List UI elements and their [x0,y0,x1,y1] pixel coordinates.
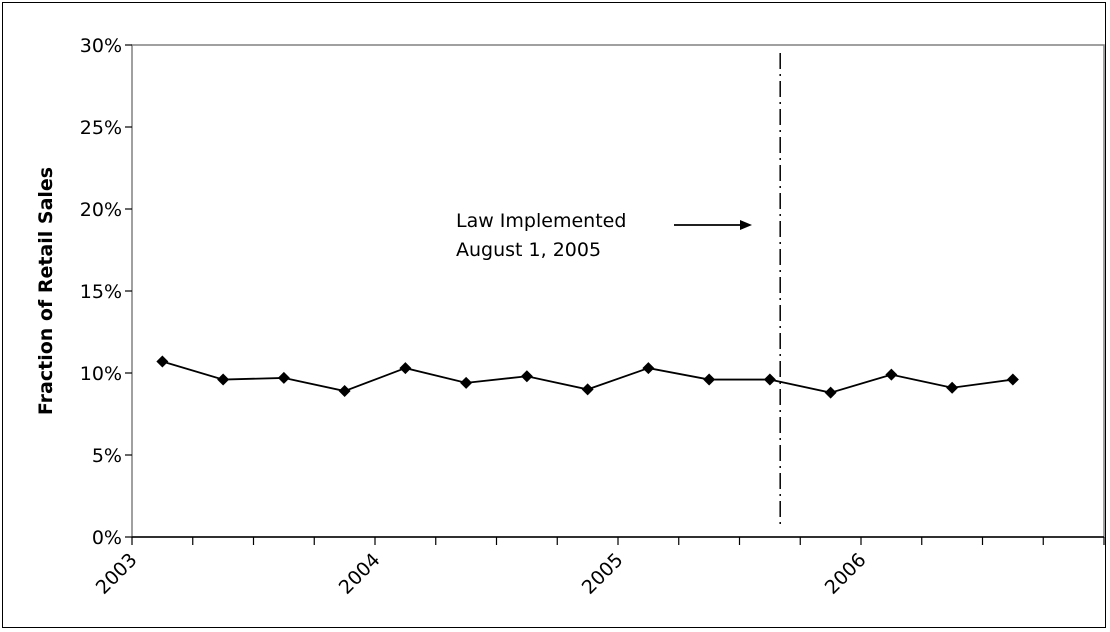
data-point [460,376,473,389]
data-point [156,355,169,368]
series-group [156,355,1019,399]
data-point [1006,373,1019,386]
y-axis: 0% 5% 10% 15% 20% 25% 30% [80,35,132,549]
x-tick-label: 2004 [335,549,385,599]
data-point [217,373,230,386]
annotation-text: Law Implemented [456,210,626,232]
data-point [277,371,290,384]
x-tick-label: 2003 [92,549,142,599]
y-tick-label: 5% [92,445,122,467]
plot-border [131,44,1105,538]
y-tick-label: 10% [80,363,122,385]
y-tick-label: 15% [80,281,122,303]
data-point [824,386,837,399]
data-point [763,373,776,386]
y-tick-label: 0% [92,527,122,549]
annotation-text: August 1, 2005 [456,239,601,261]
x-tick-label: 2006 [821,549,871,599]
annotation-arrow-head [740,220,752,230]
data-point [885,368,898,381]
data-point [703,373,716,386]
data-point [338,385,351,398]
x-tick-label: 2005 [578,549,628,599]
plot-area [131,44,1105,538]
data-point [399,362,412,375]
data-point [581,383,594,396]
x-axis: 2003 2004 2005 2006 [92,536,1105,599]
y-axis-label: Fraction of Retail Sales [35,167,57,415]
data-point [642,362,655,375]
y-tick-label: 20% [80,199,122,221]
data-point [946,381,959,394]
annotation-group: Law Implemented August 1, 2005 [456,210,752,261]
y-tick-label: 30% [80,35,122,57]
y-tick-label: 25% [80,117,122,139]
data-point [520,370,533,383]
